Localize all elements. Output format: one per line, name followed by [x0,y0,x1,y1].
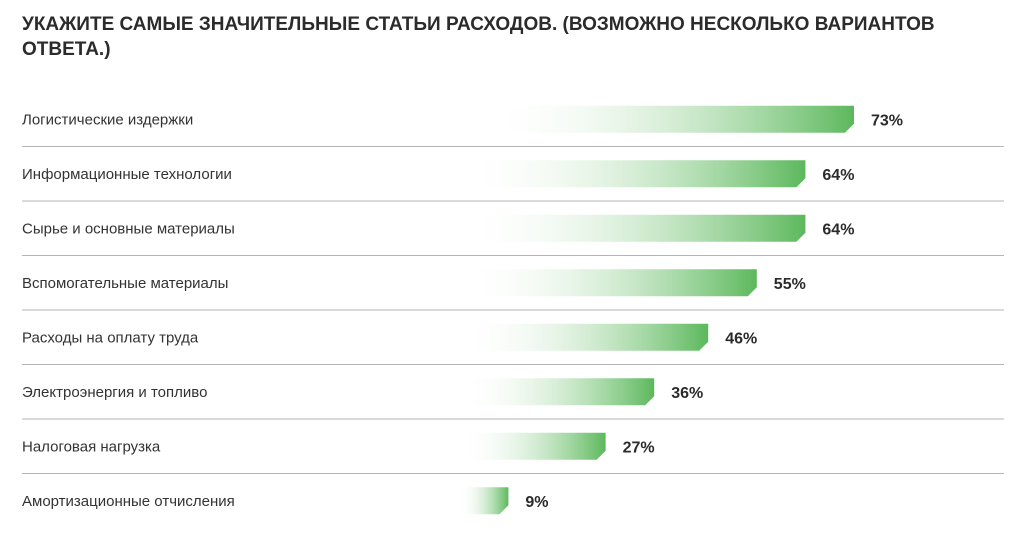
bar [459,378,655,406]
value-label: 36% [671,385,703,402]
value-label: 9% [525,494,548,511]
value-label: 55% [774,276,806,293]
bar [459,323,709,351]
bar [459,432,606,460]
category-label: Вспомогательные материалы [22,275,228,292]
category-label: Информационные технологии [22,166,232,183]
value-label: 64% [822,221,854,238]
category-label: Сырье и основные материалы [22,220,235,237]
bar [459,269,757,297]
value-label: 64% [822,167,854,184]
category-label: Расходы на оплату труда [22,329,199,346]
value-label: 46% [725,330,757,347]
bar [484,105,854,133]
category-label: Логистические издержки [22,111,193,128]
value-label: 73% [871,112,903,129]
bar [459,160,806,188]
value-label: 27% [623,439,655,456]
category-label: Налоговая нагрузка [22,438,161,455]
category-label: Электроэнергия и топливо [22,384,207,401]
bar [459,487,509,515]
category-label: Амортизационные отчисления [22,493,235,510]
chart-title: УКАЖИТЕ САМЫЕ ЗНАЧИТЕЛЬНЫЕ СТАТЬИ РАСХОД… [22,14,935,60]
bar [459,214,806,242]
